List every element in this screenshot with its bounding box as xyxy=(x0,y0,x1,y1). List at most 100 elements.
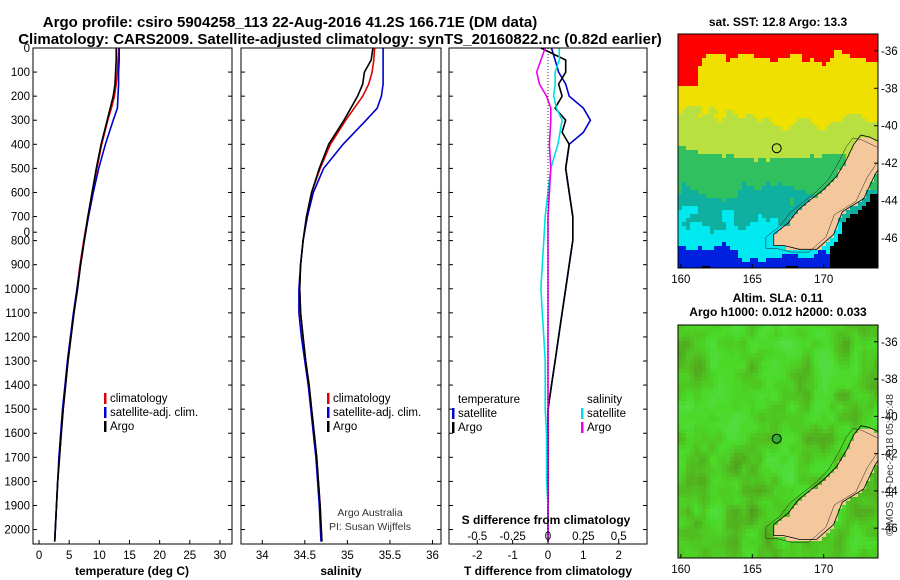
map-cell xyxy=(734,234,739,239)
map-cell xyxy=(698,122,703,127)
map-cell xyxy=(858,329,863,334)
map-cell xyxy=(790,389,795,394)
map-cell xyxy=(702,226,707,231)
map-cell xyxy=(678,369,683,374)
map-cell xyxy=(722,186,727,191)
map-cell xyxy=(786,118,791,123)
map-cell xyxy=(678,246,683,251)
map-cell xyxy=(782,385,787,390)
map-cell xyxy=(730,353,735,358)
map-cell xyxy=(682,82,687,87)
map-cell xyxy=(750,126,755,131)
map-cell xyxy=(838,78,843,83)
map-cell xyxy=(802,58,807,63)
map-cell xyxy=(806,66,811,71)
map-cell xyxy=(690,445,695,450)
map-cell xyxy=(814,397,819,402)
map-cell xyxy=(822,437,827,442)
map-cell xyxy=(866,46,871,51)
map-cell xyxy=(706,142,711,147)
map-cell xyxy=(814,166,819,171)
map-cell xyxy=(830,74,835,79)
map-cell xyxy=(690,182,695,187)
map-cell xyxy=(874,230,878,235)
map-cell xyxy=(774,46,779,51)
map-cell xyxy=(738,94,743,99)
map-cell xyxy=(806,349,811,354)
map-cell xyxy=(686,230,691,235)
map-cell xyxy=(850,357,855,362)
map-cell xyxy=(870,333,875,338)
map-cell xyxy=(830,70,835,75)
map-cell xyxy=(766,214,771,219)
map-cell xyxy=(678,114,683,119)
map-cell xyxy=(826,365,831,370)
map-cell xyxy=(870,365,875,370)
map-cell xyxy=(802,206,807,211)
map-cell xyxy=(750,222,755,227)
map-cell xyxy=(742,114,747,119)
map-cell xyxy=(846,258,851,263)
map-cell xyxy=(834,238,839,243)
map-cell xyxy=(718,50,723,55)
map-cell xyxy=(790,429,795,434)
map-cell xyxy=(846,226,851,231)
map-cell xyxy=(702,210,707,215)
map-cell xyxy=(722,353,727,358)
map-cell xyxy=(762,94,767,99)
map-cell xyxy=(726,425,731,430)
map-cell xyxy=(770,337,775,342)
map-cell xyxy=(702,218,707,223)
map-cell xyxy=(790,86,795,91)
map-cell xyxy=(862,214,867,219)
map-cell xyxy=(810,389,815,394)
map-cell xyxy=(770,54,775,59)
map-cell xyxy=(766,158,771,163)
map-cell xyxy=(694,110,699,115)
map-cell xyxy=(718,66,723,71)
map-cell xyxy=(850,234,855,239)
map-cell xyxy=(762,194,767,199)
map-cell xyxy=(858,146,863,151)
map-cell xyxy=(698,118,703,123)
map-cell xyxy=(862,373,867,378)
map-cell xyxy=(806,361,811,366)
map-cell xyxy=(838,389,843,394)
map-cell xyxy=(682,154,687,159)
map-cell xyxy=(834,158,839,163)
map-cell xyxy=(862,186,867,191)
map-cell xyxy=(702,214,707,219)
map-cell xyxy=(754,457,759,462)
map-cell xyxy=(798,425,803,430)
map-cell xyxy=(706,437,711,442)
map-cell xyxy=(682,122,687,127)
difference-x-axis: -2 -1 0 1 2 xyxy=(472,540,622,562)
map-cell xyxy=(786,174,791,179)
map-cell xyxy=(842,266,847,268)
map-cell xyxy=(778,122,783,127)
map-cell xyxy=(694,90,699,95)
map-cell xyxy=(850,90,855,95)
map-cell xyxy=(834,150,839,155)
map-cell xyxy=(858,126,863,131)
map-cell xyxy=(730,66,735,71)
map-cell xyxy=(694,186,699,191)
map-cell xyxy=(826,393,831,398)
map-y-tick-label: -40 xyxy=(881,121,898,133)
map-cell xyxy=(850,174,855,179)
map-cell xyxy=(874,62,878,67)
map-cell xyxy=(714,417,719,422)
map-cell xyxy=(822,150,827,155)
map-cell xyxy=(718,441,723,446)
map-cell xyxy=(870,94,875,99)
map-cell xyxy=(802,162,807,167)
map-cell xyxy=(746,130,751,135)
map-cell xyxy=(830,425,835,430)
map-cell xyxy=(742,393,747,398)
map-cell xyxy=(818,266,823,268)
map-cell xyxy=(766,353,771,358)
map-cell xyxy=(678,46,683,51)
map-cell xyxy=(874,405,878,410)
map-cell xyxy=(726,453,731,458)
map-cell xyxy=(718,166,723,171)
